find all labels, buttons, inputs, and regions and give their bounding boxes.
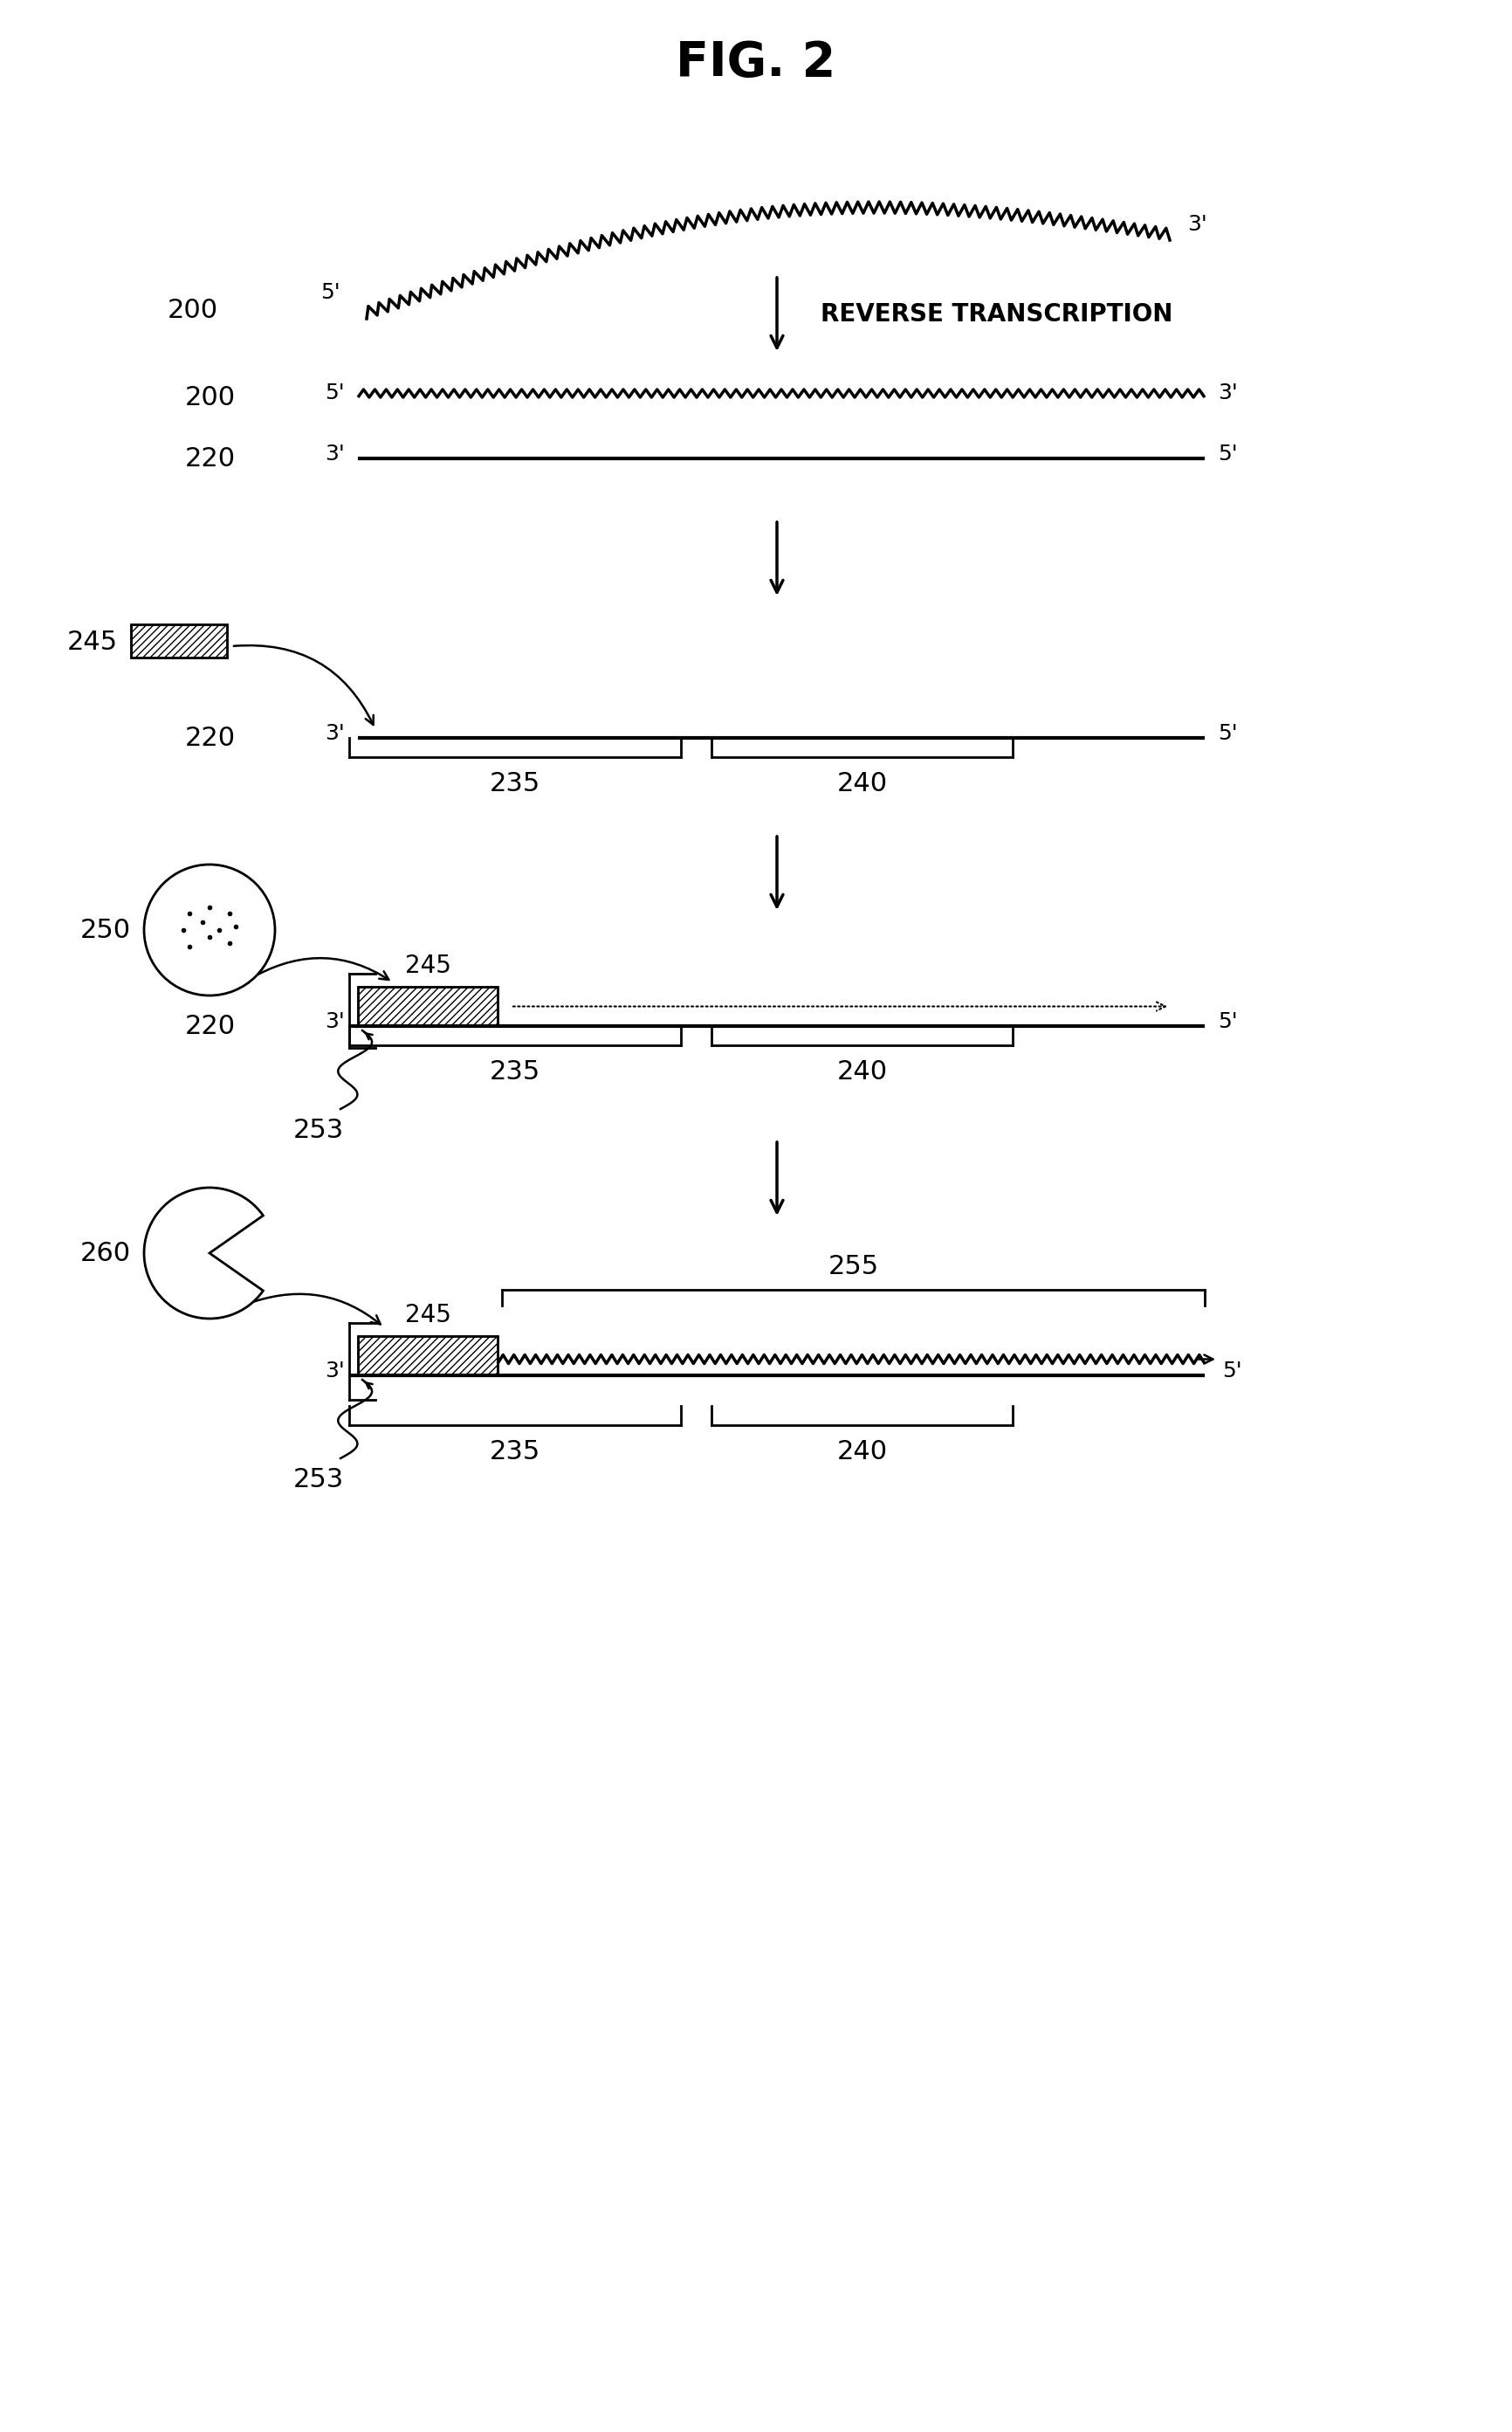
Text: 255: 255: [827, 1255, 878, 1279]
Text: 235: 235: [490, 771, 540, 795]
Text: 245: 245: [404, 953, 451, 978]
Text: 240: 240: [836, 1060, 888, 1085]
Bar: [358, 987, 497, 1026]
Text: REVERSE TRANSCRIPTION: REVERSE TRANSCRIPTION: [820, 302, 1172, 326]
Text: 253: 253: [293, 1119, 343, 1143]
Text: 3': 3': [325, 1012, 345, 1031]
Text: 235: 235: [490, 1440, 540, 1464]
Text: 220: 220: [184, 445, 236, 472]
Text: 240: 240: [836, 771, 888, 795]
Text: 3': 3': [325, 1359, 345, 1381]
Text: 240: 240: [836, 1440, 888, 1464]
Bar: [132, 625, 227, 657]
Text: 250: 250: [80, 917, 132, 944]
Text: 220: 220: [184, 725, 236, 751]
Text: 220: 220: [184, 1014, 236, 1038]
Text: 245: 245: [404, 1304, 451, 1328]
Wedge shape: [144, 1187, 263, 1318]
Text: 5': 5': [325, 382, 345, 404]
Text: 5': 5': [1217, 443, 1237, 465]
Text: 3': 3': [325, 443, 345, 465]
Circle shape: [144, 863, 275, 995]
Text: 5': 5': [321, 282, 340, 304]
Text: 5': 5': [1217, 1012, 1237, 1031]
Text: FIG. 2: FIG. 2: [676, 39, 836, 88]
Text: 235: 235: [490, 1060, 540, 1085]
Text: 200: 200: [184, 384, 236, 411]
Text: 3': 3': [1187, 214, 1207, 236]
FancyArrowPatch shape: [254, 1294, 380, 1325]
Bar: [132, 625, 227, 657]
Text: 5': 5': [1217, 722, 1237, 744]
Bar: [358, 1335, 497, 1377]
Text: 3': 3': [1217, 382, 1237, 404]
Bar: [358, 1335, 497, 1377]
Text: 253: 253: [293, 1466, 343, 1493]
Text: 3': 3': [325, 722, 345, 744]
Text: 245: 245: [67, 630, 118, 654]
FancyArrowPatch shape: [234, 644, 373, 725]
Text: 260: 260: [80, 1240, 132, 1265]
Text: 5': 5': [1222, 1359, 1241, 1381]
Bar: [358, 987, 497, 1026]
FancyArrowPatch shape: [257, 958, 389, 980]
Text: 200: 200: [168, 297, 218, 323]
